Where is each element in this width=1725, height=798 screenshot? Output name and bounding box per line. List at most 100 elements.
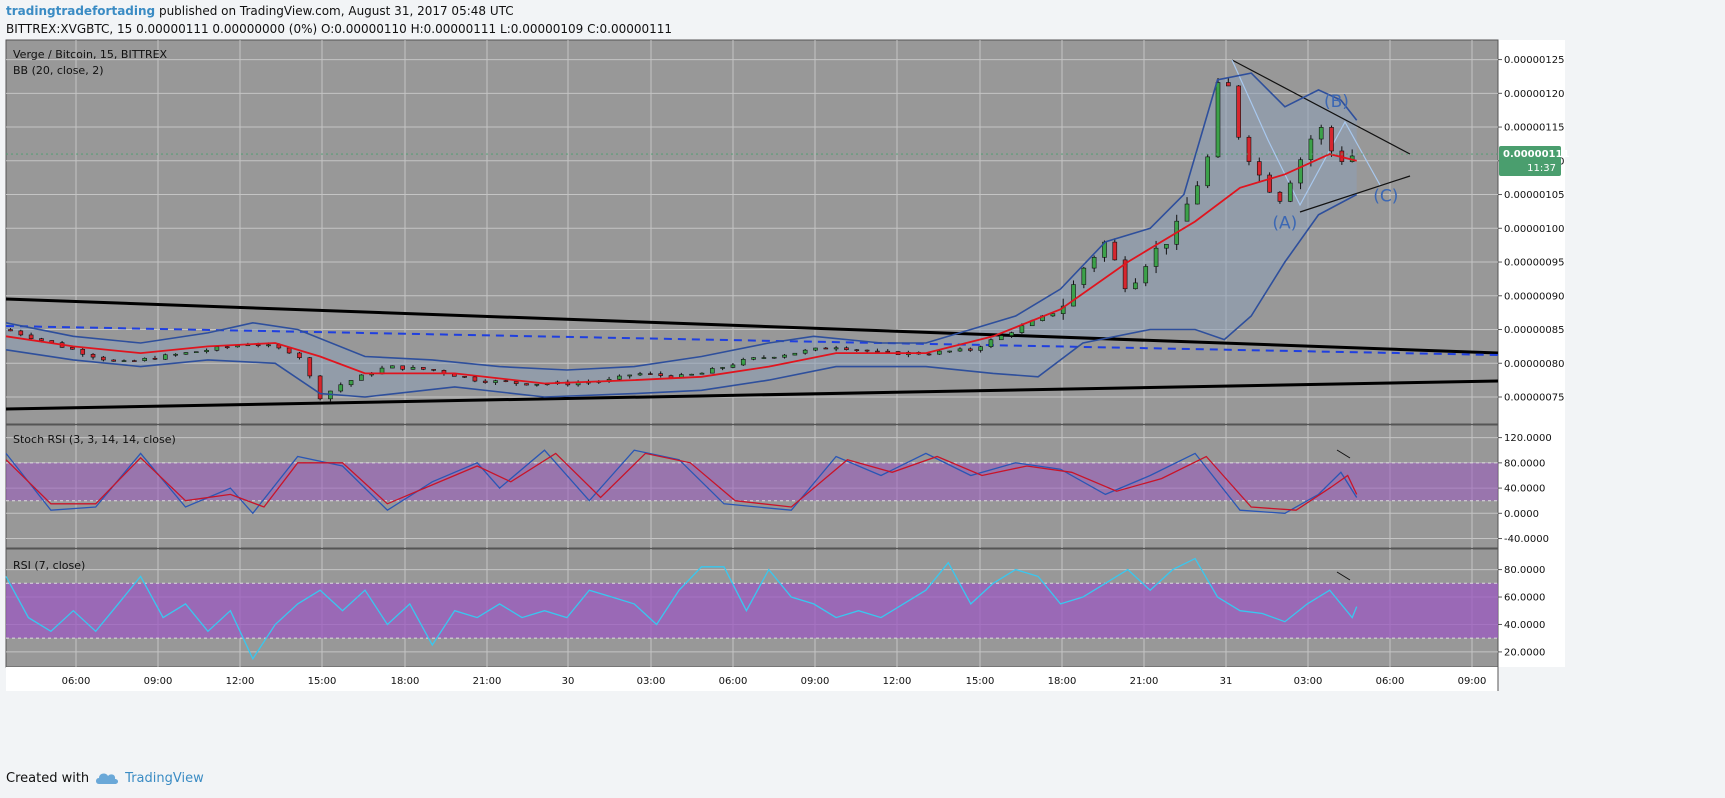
candle-down: [1226, 82, 1231, 87]
stoch-trend-mark: [1336, 449, 1351, 459]
y-tick-label: 40.0000: [1504, 484, 1545, 495]
bb-indicator-label: BB (20, close, 2): [13, 64, 104, 77]
candle-up: [338, 384, 344, 392]
x-tick-label: 21:00: [1130, 676, 1159, 687]
bb-lower-line: [5, 193, 1358, 398]
wave-label: (B): [1324, 92, 1349, 112]
candle-up: [410, 367, 416, 370]
candle-up: [1091, 257, 1097, 269]
x-tick-label: 03:00: [637, 676, 666, 687]
published-text: published on TradingView.com, August 31,…: [158, 4, 514, 18]
last-price-label: 0.00000111: [1503, 149, 1569, 160]
stoch-pane-title: Stoch RSI (3, 3, 14, 14, close): [13, 433, 176, 446]
x-tick-label: 09:00: [1458, 676, 1487, 687]
candle-up: [937, 350, 942, 355]
x-tick-label: 15:00: [308, 676, 337, 687]
candle-down: [8, 329, 13, 332]
candle-down: [317, 375, 323, 400]
candle-down: [80, 348, 86, 355]
candle-down: [224, 346, 230, 349]
candle-up: [617, 375, 622, 380]
chart-header: tradingtradefortading published on Tradi…: [6, 2, 672, 38]
y-tick-label: 0.00000100: [1504, 224, 1564, 235]
rsi-line: [5, 557, 1358, 661]
y-tick-label: 0.00000085: [1504, 325, 1564, 336]
wedge-upper-trendline: [5, 297, 1499, 355]
candle-down: [18, 330, 24, 336]
wave-label: (C): [1373, 186, 1398, 206]
candle-up: [359, 374, 364, 381]
candle-up: [957, 348, 963, 352]
candle-down: [400, 365, 405, 370]
candle-down: [286, 347, 292, 354]
candle-up: [699, 372, 705, 375]
candle-down: [28, 334, 34, 339]
rsi-band: [6, 583, 1498, 639]
candle-up: [1184, 203, 1190, 222]
candle-up: [348, 380, 354, 386]
candle-up: [761, 357, 767, 359]
y-tick-label: 120.0000: [1504, 433, 1552, 444]
candle-up: [162, 354, 168, 360]
ohlc-line: BITTREX:XVGBTC, 15 0.00000111 0.00000000…: [6, 22, 673, 36]
candle-up: [813, 347, 818, 351]
y-tick-label: 0.0000: [1504, 509, 1539, 520]
y-tick-label: 0.00000080: [1504, 359, 1564, 370]
bb-basis-line: [5, 153, 1357, 385]
candle-down: [926, 353, 932, 356]
dashed-trendline: [5, 325, 1499, 356]
candle-up: [534, 383, 540, 386]
candle-down: [111, 359, 116, 362]
candle-up: [998, 335, 1004, 341]
candle-up: [1071, 284, 1076, 307]
author-link[interactable]: tradingtradefortading: [6, 4, 156, 18]
candle-up: [390, 365, 395, 369]
countdown-label: 11:37: [1527, 163, 1556, 174]
x-tick-label: 06:00: [1376, 676, 1405, 687]
candle-up: [627, 374, 633, 377]
candle-up: [771, 356, 777, 359]
last-price-badge: [1499, 146, 1561, 177]
candle-up: [1153, 247, 1159, 267]
candle-up: [193, 351, 199, 354]
x-tick-label: 09:00: [144, 676, 173, 687]
candle-up: [751, 357, 756, 360]
candle-up: [792, 352, 798, 356]
elliott-wave-path: [1231, 59, 1381, 207]
x-tick-label: 18:00: [391, 676, 420, 687]
x-tick-label: 12:00: [226, 676, 255, 687]
rsi-trend-mark: [1336, 571, 1351, 581]
candle-down: [524, 383, 529, 386]
x-tick-label: 12:00: [883, 676, 912, 687]
candle-down: [462, 376, 467, 378]
created-with-text: Created with: [6, 770, 90, 786]
stoch-k-line: [5, 449, 1358, 515]
candle-down: [1267, 174, 1272, 193]
candle-down: [297, 352, 302, 359]
candle-down: [648, 373, 653, 375]
candle-up: [204, 349, 209, 353]
candle-up: [1009, 332, 1014, 336]
candle-down: [1256, 161, 1262, 176]
x-tick-label: 21:00: [473, 676, 502, 687]
tradingview-brand[interactable]: TradingView: [125, 770, 204, 786]
candle-up: [214, 346, 220, 351]
candle-up: [121, 360, 127, 362]
y-tick-label: 60.0000: [1504, 593, 1545, 604]
wedge-lower-trendline: [5, 379, 1499, 411]
candle-up: [1133, 282, 1138, 290]
triangle-lower-line: [1299, 175, 1411, 213]
candle-up: [988, 339, 994, 348]
rsi-pane-title: RSI (7, close): [13, 559, 85, 572]
candle-down: [844, 347, 849, 350]
candle-up: [1287, 182, 1293, 202]
wave-label: (A): [1272, 213, 1297, 233]
candle-up: [947, 350, 952, 353]
x-tick-label: 06:00: [719, 676, 748, 687]
price-axis-background: [1498, 40, 1565, 667]
candle-up: [637, 373, 643, 376]
candle-down: [39, 338, 44, 341]
footer: Created with TradingView: [6, 770, 204, 786]
candle-down: [90, 353, 96, 358]
